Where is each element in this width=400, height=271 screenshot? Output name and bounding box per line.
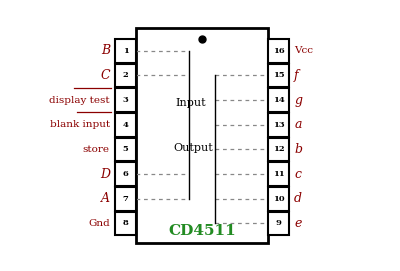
- Text: B: B: [101, 44, 110, 57]
- Text: a: a: [294, 118, 302, 131]
- Bar: [268, 64, 289, 87]
- Text: D: D: [100, 168, 110, 181]
- Text: Output: Output: [173, 143, 213, 153]
- Bar: [268, 113, 289, 137]
- Text: Input: Input: [176, 98, 206, 108]
- Text: d: d: [294, 192, 302, 205]
- Bar: [268, 138, 289, 161]
- Bar: [114, 162, 136, 186]
- Text: Gnd: Gnd: [88, 219, 110, 228]
- Bar: [268, 88, 289, 112]
- Text: display test: display test: [49, 96, 110, 105]
- Text: CD4511: CD4511: [168, 224, 236, 238]
- Text: 16: 16: [272, 47, 284, 55]
- Text: 12: 12: [273, 146, 284, 153]
- Bar: [268, 162, 289, 186]
- Text: 13: 13: [273, 121, 284, 129]
- Text: g: g: [294, 93, 302, 107]
- Bar: [114, 138, 136, 161]
- Text: C: C: [100, 69, 110, 82]
- Text: 7: 7: [122, 195, 128, 203]
- Text: f: f: [294, 69, 299, 82]
- Bar: [114, 187, 136, 211]
- Text: 2: 2: [123, 72, 128, 79]
- Text: 1: 1: [122, 47, 128, 55]
- Bar: [136, 28, 268, 243]
- Bar: [268, 187, 289, 211]
- Bar: [114, 39, 136, 63]
- Text: 8: 8: [122, 220, 128, 227]
- Text: 14: 14: [272, 96, 284, 104]
- Bar: [268, 39, 289, 63]
- Text: blank input: blank input: [50, 120, 110, 129]
- Text: 11: 11: [272, 170, 284, 178]
- Text: b: b: [294, 143, 302, 156]
- Text: e: e: [294, 217, 302, 230]
- Bar: [114, 88, 136, 112]
- Bar: [114, 64, 136, 87]
- Text: 10: 10: [273, 195, 284, 203]
- Text: 6: 6: [122, 170, 128, 178]
- Text: 9: 9: [276, 220, 281, 227]
- Text: 4: 4: [122, 121, 128, 129]
- Bar: [114, 113, 136, 137]
- Text: c: c: [294, 168, 301, 181]
- Text: 3: 3: [123, 96, 128, 104]
- Bar: [114, 212, 136, 235]
- Text: 15: 15: [273, 72, 284, 79]
- Text: store: store: [83, 145, 110, 154]
- Bar: [268, 212, 289, 235]
- Text: 5: 5: [123, 146, 128, 153]
- Text: Vcc: Vcc: [294, 46, 313, 55]
- Text: A: A: [101, 192, 110, 205]
